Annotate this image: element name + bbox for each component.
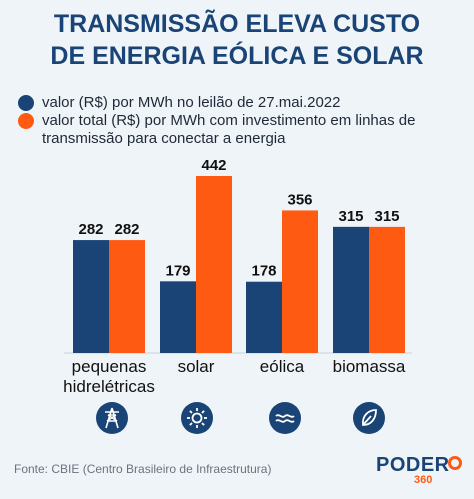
bar-total-2 — [282, 210, 318, 353]
bar-value-label: 315 — [374, 208, 399, 225]
bar-leilao-2 — [246, 281, 282, 353]
page-title: TRANSMISSÃO ELEVA CUSTO DE ENERGIA EÓLIC… — [0, 8, 474, 72]
bar-value-label: 282 — [114, 221, 139, 238]
bar-leilao-0 — [73, 240, 109, 353]
legend-swatch-navy — [18, 95, 34, 111]
category-label: biomassa — [314, 357, 424, 377]
bar-total-3 — [369, 226, 405, 353]
logo-number: 360 — [414, 474, 433, 486]
category-label-line: pequenas — [71, 357, 147, 376]
category-label-line: solar — [177, 357, 215, 376]
category-label-line: biomassa — [332, 357, 406, 376]
bar-value-label: 356 — [287, 191, 312, 208]
bar-value-label: 442 — [201, 157, 226, 174]
bar-leilao-1 — [160, 281, 196, 353]
bar-leilao-3 — [333, 226, 369, 353]
category-label: solar — [141, 357, 251, 377]
legend-swatch-orange — [18, 113, 34, 129]
bar-value-label: 315 — [338, 208, 363, 225]
category-label-line: eólica — [259, 357, 305, 376]
sun-icon — [181, 402, 213, 434]
title-line-2: DE ENERGIA EÓLICA E SOLAR — [50, 42, 424, 70]
title-line-1: TRANSMISSÃO ELEVA CUSTO — [53, 10, 421, 38]
logo-ring — [448, 456, 462, 470]
category-label: pequenas hidrelétricas — [54, 357, 164, 397]
transmission-tower-icon — [96, 402, 128, 434]
category-label: eólica — [227, 357, 337, 377]
logo-brand: PODER — [376, 454, 450, 476]
bar-value-label: 179 — [165, 262, 190, 279]
bar-total-1 — [196, 176, 232, 353]
bar-chart: 282 282 179 442 178 356 315 315 — [64, 157, 412, 354]
legend-label: valor (R$) por MWh no leilão de 27.mai.2… — [42, 94, 341, 111]
source-note: Fonte: CBIE (Centro Brasileiro de Infrae… — [14, 462, 272, 476]
bar-total-0 — [109, 240, 145, 353]
legend-label: valor total (R$) por MWh com investiment… — [42, 112, 416, 147]
bar-value-label: 178 — [251, 263, 276, 280]
bar-value-label: 282 — [78, 221, 103, 238]
wind-icon — [269, 402, 301, 434]
leaf-icon — [353, 402, 385, 434]
poder360-logo: PODER 360 — [376, 454, 466, 492]
category-label-line: hidrelétricas — [63, 377, 155, 396]
